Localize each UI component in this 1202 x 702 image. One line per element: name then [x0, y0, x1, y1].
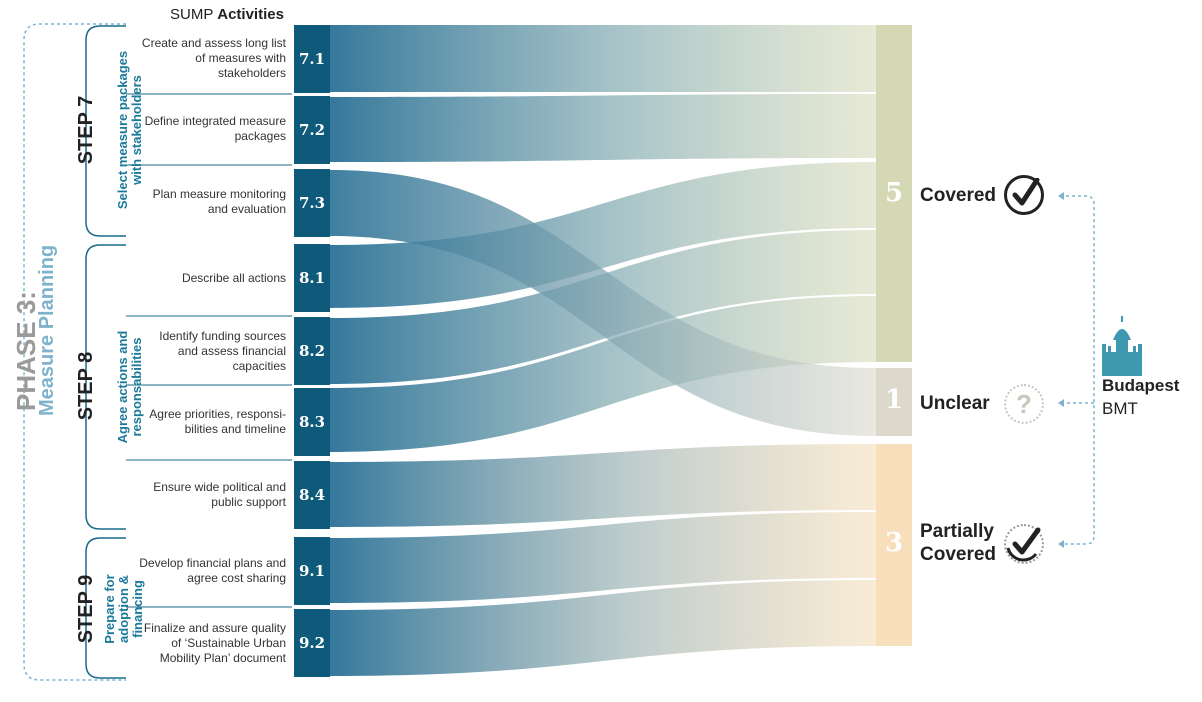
- step-7-bracket: [85, 25, 126, 237]
- activity-text: of ‘Sustainable Urban: [171, 635, 286, 650]
- header-prefix: SUMP: [170, 6, 218, 23]
- activity-code-8-4: 8.4: [294, 461, 330, 529]
- activity-9-2: Finalize and assure quality of ‘Sustainab…: [126, 611, 292, 675]
- header-bold: Activities: [217, 6, 284, 23]
- phase-bracket: [23, 23, 126, 681]
- activity-8-1: Describe all actions: [126, 246, 292, 310]
- activity-text: Describe all actions: [181, 270, 286, 285]
- flow-9-1-partial: [330, 512, 876, 603]
- category-label-covered: Covered: [920, 185, 997, 206]
- activity-text: Ensure wide political and: [153, 480, 286, 494]
- activity-7-1: Create and assess long list of measures w…: [126, 26, 292, 90]
- activity-code-9-1: 9.1: [294, 537, 330, 605]
- activity-text: capacities: [232, 358, 286, 373]
- activity-code-7-3: 7.3: [294, 169, 330, 237]
- activity-text: bilities and timeline: [184, 422, 286, 436]
- step-8-bracket: [85, 244, 126, 530]
- activity-text: public support: [211, 495, 286, 509]
- category-label-partial-line-2: Covered: [920, 544, 997, 565]
- activity-8-2: Identify funding sources and assess finan…: [126, 319, 292, 383]
- step-7-title: STEP 7: [75, 95, 97, 165]
- activity-text: Mobility Plan’ document: [159, 650, 286, 665]
- activity-8-4: Ensure wide political and public support: [126, 463, 292, 527]
- activity-text: agree cost sharing: [187, 571, 286, 585]
- category-label-partial-line-1: Partially: [920, 521, 994, 542]
- activity-text: Develop financial plans and: [139, 556, 286, 570]
- flow-8-4-partial: [330, 444, 876, 527]
- flow-8-3-covered: [330, 296, 876, 452]
- category-count-covered: 5: [884, 178, 904, 208]
- flow-7-1-covered: [330, 25, 876, 92]
- activity-text: of measures with: [195, 50, 286, 65]
- activity-text: and assess financial: [177, 343, 286, 358]
- activity-text: Plan measure monitoring: [152, 187, 286, 201]
- activity-text: Create and assess long list: [141, 35, 286, 50]
- activity-code-7-1: 7.1: [294, 25, 330, 93]
- question-circle-icon: ?: [1004, 384, 1044, 424]
- activity-code-8-2: 8.2: [294, 317, 330, 385]
- arrow-head-partial: [1058, 540, 1064, 548]
- activity-text: Finalize and assure quality: [143, 620, 286, 635]
- source-connector: [1060, 195, 1095, 545]
- arrow-head-covered: [1058, 192, 1064, 200]
- flow-7-2-covered: [330, 94, 876, 162]
- step-9-title: STEP 9: [75, 574, 97, 644]
- diagram-header: SUMP Activities: [170, 6, 284, 23]
- flow-8-1-covered: [330, 162, 876, 308]
- source-org: BMT: [1102, 399, 1138, 418]
- activity-9-1: Develop financial plans and agree cost sh…: [126, 539, 292, 603]
- activity-code-9-2: 9.2: [294, 609, 330, 677]
- activity-text: Agree priorities, responsi-: [149, 407, 286, 421]
- flow-layer: [330, 25, 876, 676]
- check-circle-icon: [1004, 175, 1044, 215]
- partial-check-circle-icon: [1004, 524, 1044, 564]
- source-name: Budapest: [1102, 376, 1180, 395]
- parliament-building-icon: [1102, 316, 1142, 376]
- activity-7-3: Plan measure monitoring and evaluation: [126, 170, 292, 234]
- category-count-partial: 3: [884, 528, 904, 558]
- activity-text: packages: [234, 129, 286, 143]
- arrow-head-unclear: [1058, 399, 1064, 407]
- activity-7-2: Define integrated measure packages: [126, 97, 292, 161]
- category-count-unclear: 1: [884, 385, 904, 415]
- activity-separators: [126, 93, 292, 608]
- activity-text: Identify funding sources: [159, 328, 286, 343]
- flow-7-3-unclear: [330, 170, 876, 436]
- step-8-title: STEP 8: [75, 351, 97, 421]
- category-label-partial: Partially Covered: [920, 520, 996, 566]
- activity-code-8-1: 8.1: [294, 244, 330, 312]
- activity-code-7-2: 7.2: [294, 96, 330, 164]
- category-bar-covered: [876, 25, 912, 362]
- category-bar-partial: [876, 444, 912, 646]
- category-label-unclear: Unclear: [920, 393, 990, 414]
- category-bar-unclear: [876, 368, 912, 436]
- step-9-bracket: [85, 537, 126, 679]
- activity-code-8-3: 8.3: [294, 388, 330, 456]
- flow-9-2-partial: [330, 580, 876, 676]
- activity-text: stakeholders: [217, 65, 286, 80]
- phase-subtitle: Measure Planning: [36, 244, 58, 416]
- activity-text: Define integrated measure: [144, 114, 286, 128]
- activity-8-3: Agree priorities, responsi-bilities and …: [126, 390, 292, 454]
- activity-text: and evaluation: [207, 202, 286, 216]
- step-9-subtitle-line-1: Prepare for: [102, 574, 117, 644]
